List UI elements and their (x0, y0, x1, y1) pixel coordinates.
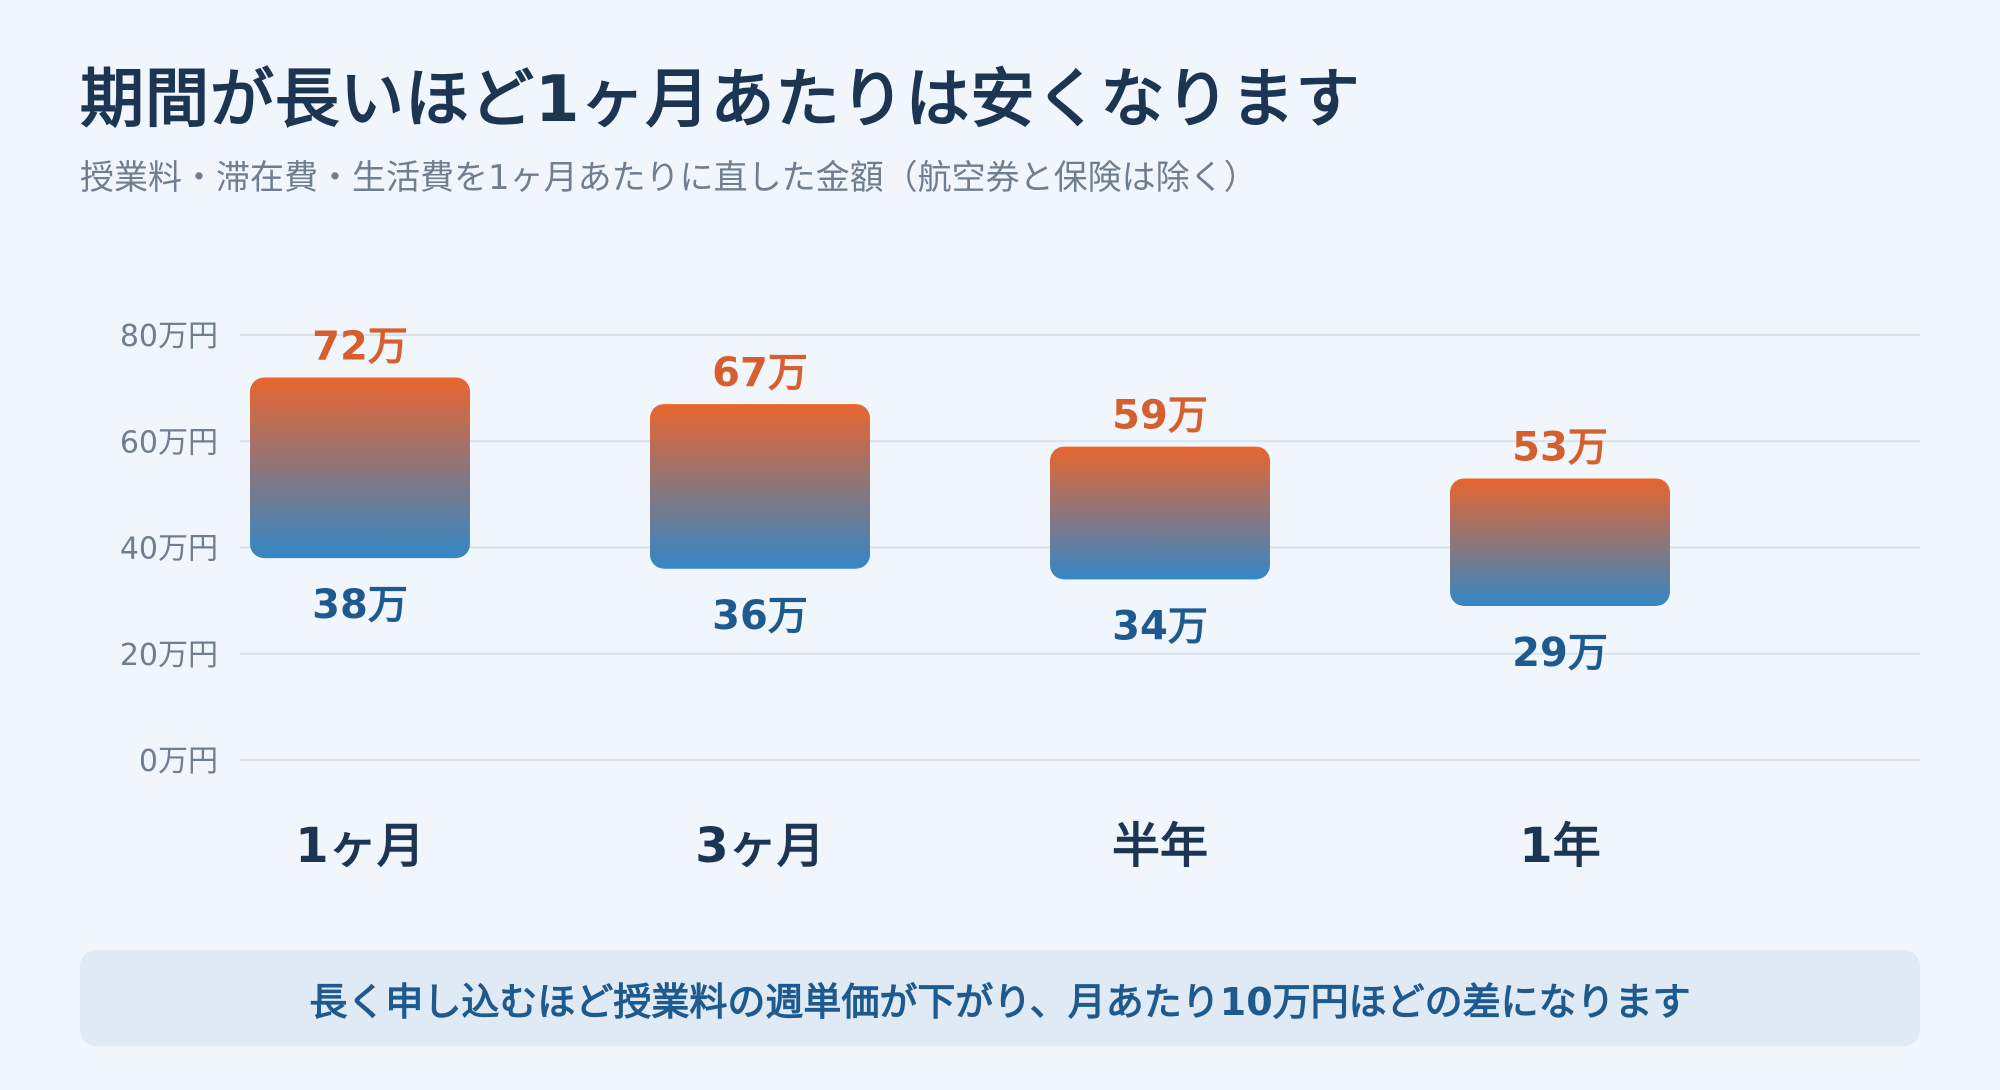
max-value-label: 53万 (1512, 424, 1608, 470)
min-value-label: 29万 (1512, 630, 1608, 676)
range-bar (1050, 446, 1270, 580)
range-bar (1450, 478, 1670, 606)
chart-subtitle: 授業料・滞在費・生活費を1ヶ月あたりに直した金額（航空券と保険は除く） (80, 158, 1258, 198)
y-tick-label: 40万円 (120, 532, 218, 567)
y-tick-label: 20万円 (120, 638, 218, 673)
x-category-label: 1ヶ月 (295, 818, 424, 874)
min-value-label: 34万 (1112, 603, 1208, 649)
max-value-label: 67万 (712, 350, 808, 396)
y-tick-label: 0万円 (139, 744, 218, 779)
min-value-label: 38万 (312, 582, 408, 628)
x-category-label: 半年 (1112, 818, 1208, 874)
max-value-label: 72万 (312, 324, 408, 370)
max-value-label: 59万 (1112, 393, 1208, 439)
range-bar (650, 404, 870, 569)
chart-title: 期間が長いほど1ヶ月あたりは安くなります (80, 63, 1361, 137)
value-labels: 72万 38万 67万 36万 59万 34万 53万 29万 (312, 324, 1608, 676)
x-axis-categories: 1ヶ月 3ヶ月 半年 1年 (295, 818, 1600, 874)
range-bar (250, 377, 470, 559)
bars (250, 377, 1670, 606)
y-tick-label: 60万円 (120, 425, 218, 460)
y-tick-label: 80万円 (120, 319, 218, 354)
min-value-label: 36万 (712, 593, 808, 639)
footnote-banner: 長く申し込むほど授業料の週単価が下がり、月あたり10万円ほどの差になります (80, 950, 1920, 1046)
x-category-label: 1年 (1519, 818, 1600, 874)
range-bar-chart: 0万円 20万円 40万円 60万円 80万円 72万 38万 67万 36万 59万 34万 53… (120, 319, 1920, 874)
y-axis-ticks: 0万円 20万円 40万円 60万円 80万円 (120, 319, 218, 779)
x-category-label: 3ヶ月 (695, 818, 824, 874)
